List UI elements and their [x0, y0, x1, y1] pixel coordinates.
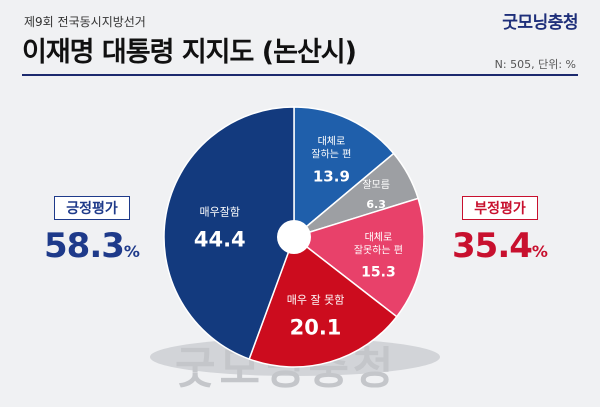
brand-logo: 굿모닝충청: [502, 13, 578, 33]
positive-unit: %: [123, 242, 140, 261]
negative-value: 35.4: [452, 226, 533, 266]
slice-value-1: 6.3: [366, 198, 386, 211]
slice-label-1-0: 잘모름: [362, 179, 390, 191]
slice-value-0: 13.9: [313, 167, 350, 185]
negative-unit: %: [531, 242, 548, 261]
positive-total: 58.3%: [44, 226, 140, 266]
slice-label-3-0: 매우 잘 못함: [287, 293, 345, 306]
slice-value-3: 20.1: [290, 315, 342, 339]
positive-label: 긍정평가: [54, 196, 130, 220]
slice-value-2: 15.3: [361, 264, 396, 280]
positive-value: 58.3: [44, 226, 125, 266]
slice-label-2-0: 대체로: [365, 231, 393, 243]
negative-total: 35.4%: [452, 226, 548, 266]
page-title: 이재명 대통령 지지도 (논산시): [22, 37, 357, 68]
slice-label-0-0: 대체로: [318, 135, 346, 147]
slice-label-4-0: 매우잘함: [200, 205, 240, 218]
negative-label: 부정평가: [462, 196, 538, 220]
slice-label-0-1: 잘하는 편: [311, 147, 351, 160]
pie-center-hole: [277, 220, 311, 254]
sample-note: N: 505, 단위: %: [494, 58, 576, 71]
slice-label-2-1: 잘못하는 편: [354, 243, 403, 256]
title-divider: [22, 74, 578, 76]
pie-slice-0: [293, 106, 395, 239]
pie-slice-2: [292, 197, 425, 318]
pie-slice-3: [248, 235, 398, 368]
slice-value-4: 44.4: [194, 227, 246, 251]
pie-slice-4: [163, 106, 295, 360]
election-subtitle: 제9회 전국동시지방선거: [24, 15, 146, 29]
